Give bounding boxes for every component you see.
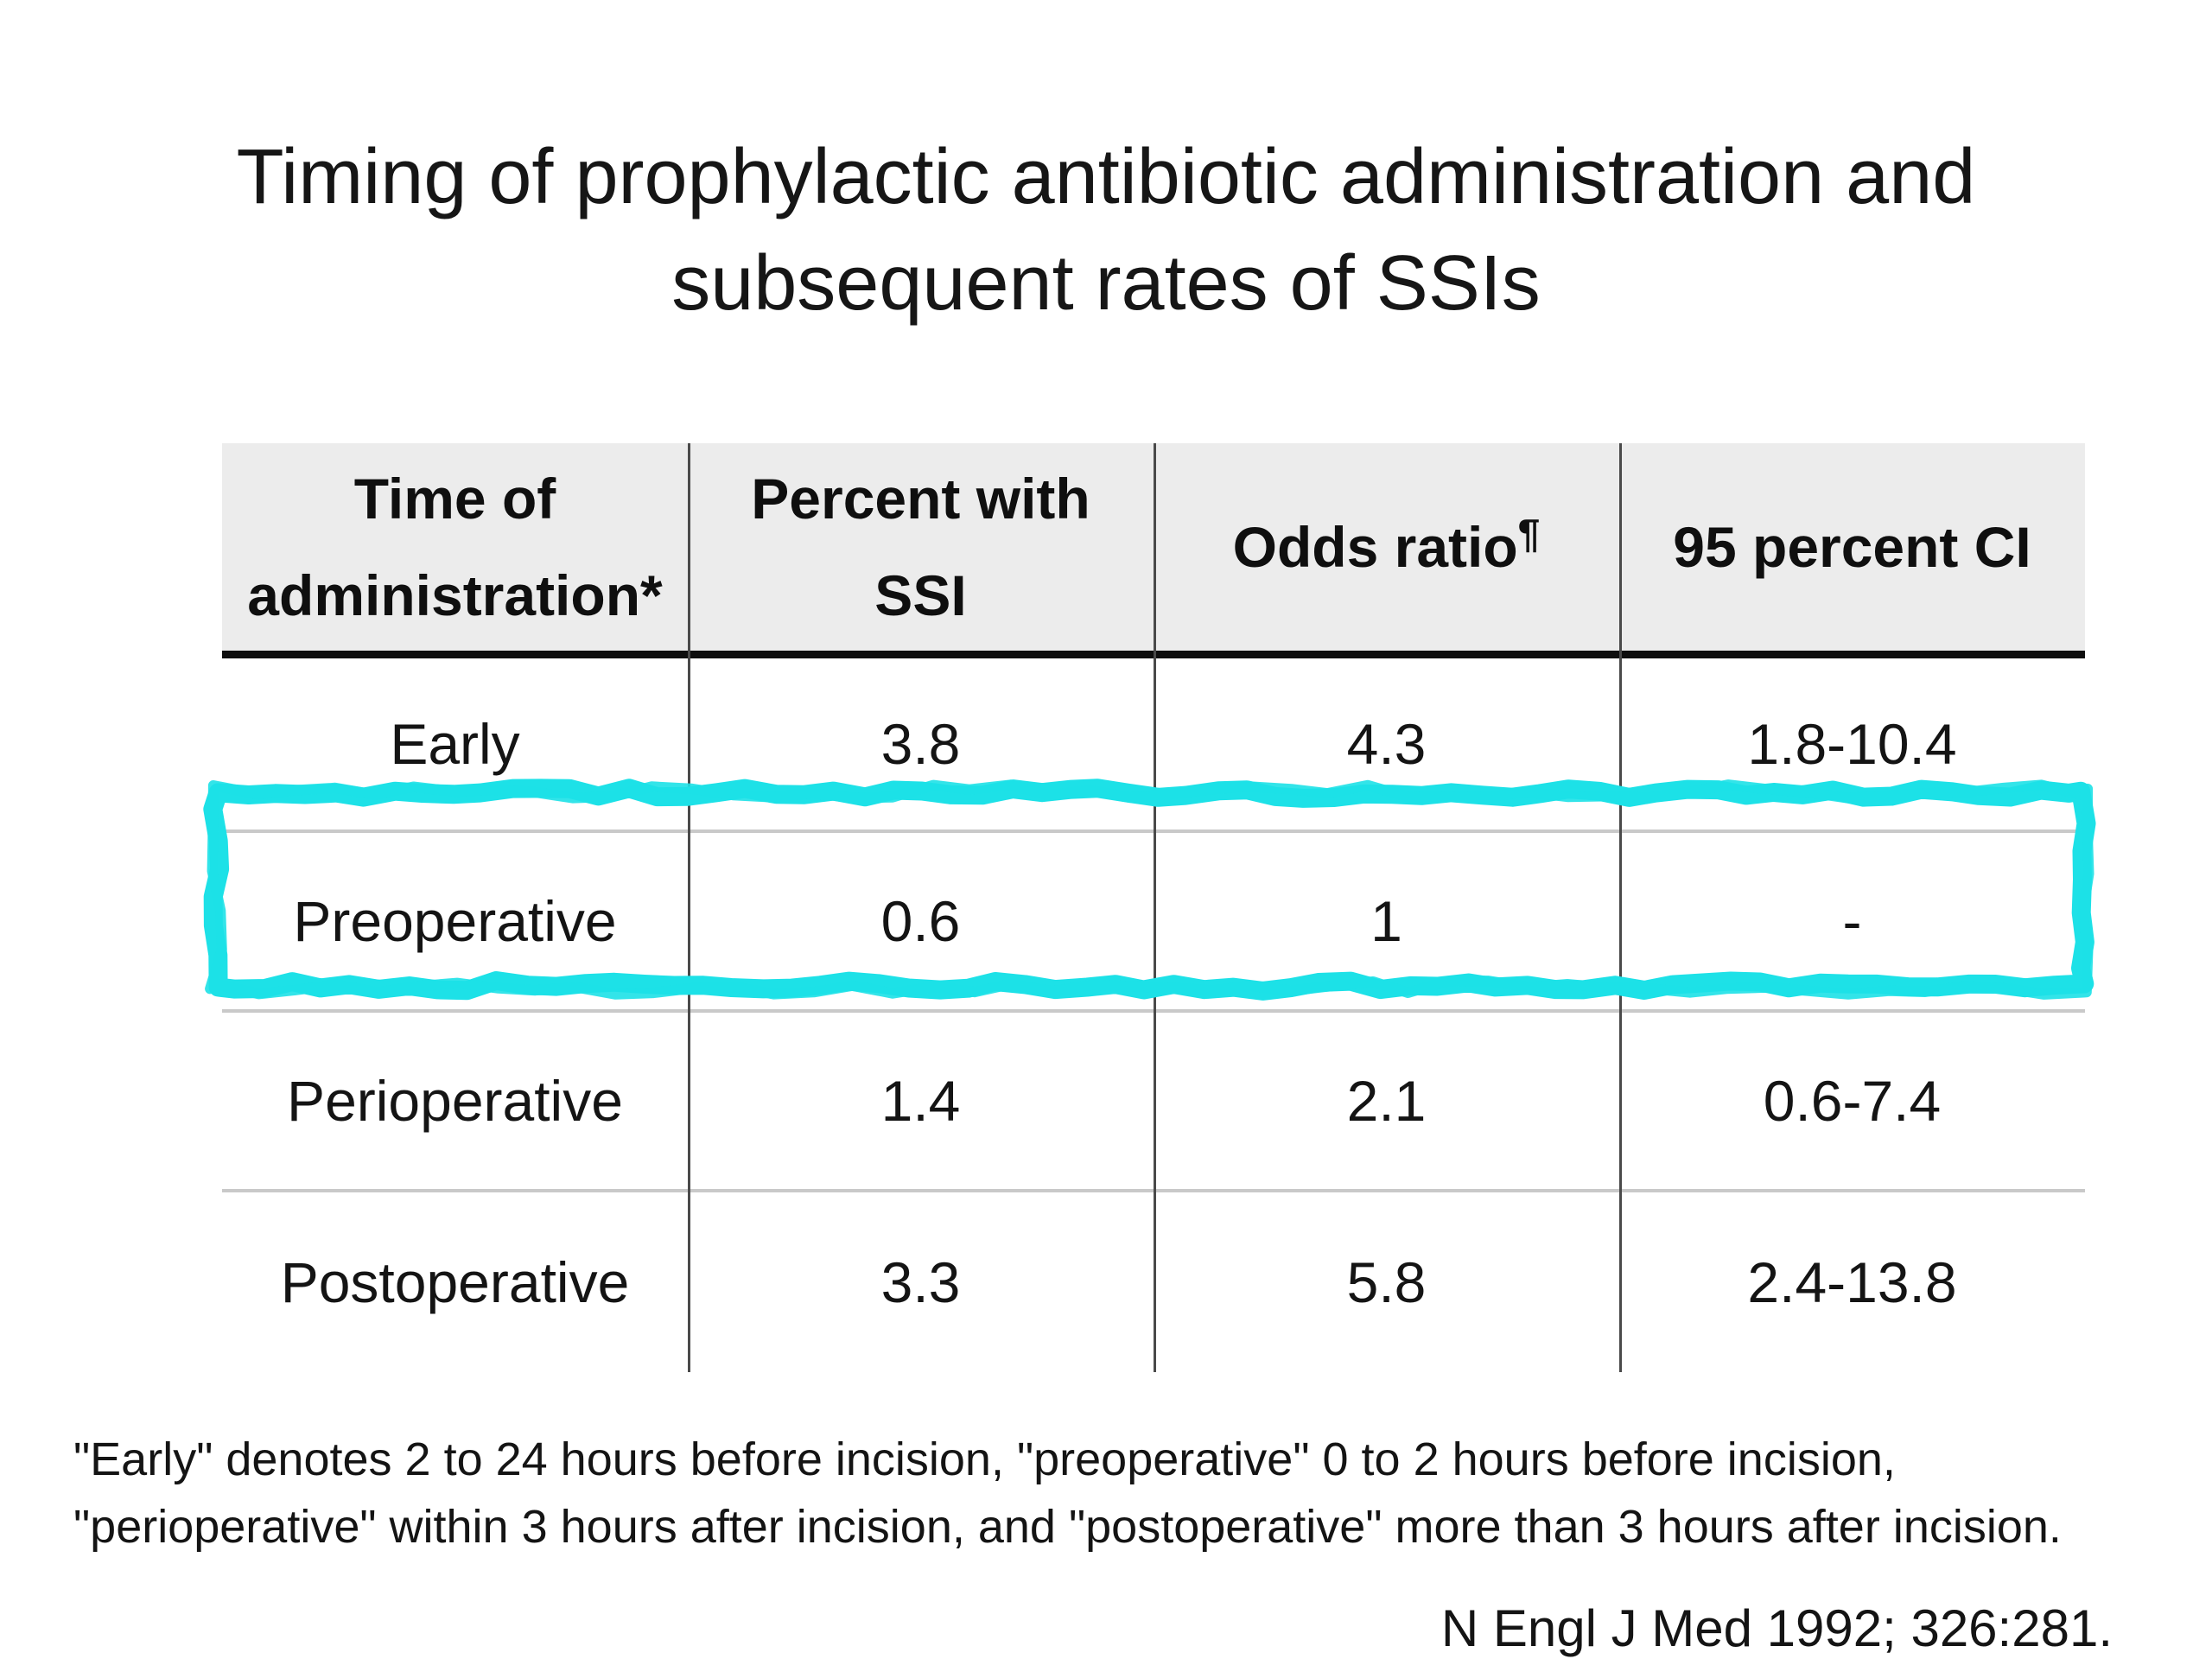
page-title-line-2: subsequent rates of SSIs — [671, 240, 1541, 327]
cell-odds-ratio: 5.8 — [1346, 1250, 1427, 1314]
column-header-odds-ratio: Odds ratio¶ — [1154, 443, 1619, 651]
column-divider — [1619, 443, 1622, 1372]
cell-95-percent-ci: 2.4-13.8 — [1747, 1250, 1957, 1314]
header-line: Time of — [353, 467, 556, 531]
cell-percent-with-ssi: 1.4 — [880, 1069, 961, 1133]
cell-percent-with-ssi: 0.6 — [880, 889, 961, 953]
cell-time-of-administration: Preoperative — [293, 889, 617, 953]
header-line: Percent with — [751, 467, 1090, 531]
column-divider — [688, 443, 690, 1372]
cell-time-of-administration: Early — [390, 712, 520, 776]
cell-time-of-administration: Perioperative — [287, 1069, 623, 1133]
column-header-95-percent-ci: 95 percent CI — [1619, 443, 2085, 651]
footnote: "Early" denotes 2 to 24 hours before inc… — [73, 1426, 2062, 1560]
header-line: Odds ratio¶ — [1233, 499, 1541, 595]
citation: N Engl J Med 1992; 326:281. — [1440, 1599, 2113, 1657]
column-header-percent-with-ssi: Percent with SSI — [688, 443, 1154, 651]
cell-odds-ratio: 4.3 — [1346, 712, 1427, 776]
odds-ratio-label: Odds ratio — [1232, 515, 1518, 579]
column-header-time-of-administration: Time of administration* — [222, 443, 688, 651]
cell-odds-ratio: 2.1 — [1346, 1069, 1427, 1133]
column-divider — [1154, 443, 1156, 1372]
cell-95-percent-ci: 1.8-10.4 — [1747, 712, 1957, 776]
header-line: SSI — [874, 563, 967, 627]
cell-95-percent-ci: - — [1842, 889, 1862, 953]
pilcrow-footnote-marker: ¶ — [1517, 511, 1541, 556]
cell-percent-with-ssi: 3.3 — [880, 1250, 961, 1314]
cell-time-of-administration: Postoperative — [280, 1250, 630, 1314]
table-row-postoperative: Postoperative 3.3 5.8 2.4-13.8 — [222, 1192, 2085, 1372]
page-title-line-1: Timing of prophylactic antibiotic admini… — [236, 134, 1976, 220]
cell-percent-with-ssi: 3.8 — [880, 712, 961, 776]
cell-95-percent-ci: 0.6-7.4 — [1763, 1069, 1942, 1133]
header-line: 95 percent CI — [1673, 515, 2031, 579]
header-line: administration* — [247, 563, 663, 627]
ssi-table: Time of administration* Percent with SSI… — [222, 443, 2085, 1372]
page-title: Timing of prophylactic antibiotic admini… — [104, 124, 2108, 337]
footnote-line-2: "perioperative" within 3 hours after inc… — [73, 1501, 2062, 1553]
cell-odds-ratio: 1 — [1370, 889, 1402, 953]
footnote-line-1: "Early" denotes 2 to 24 hours before inc… — [73, 1433, 1896, 1485]
